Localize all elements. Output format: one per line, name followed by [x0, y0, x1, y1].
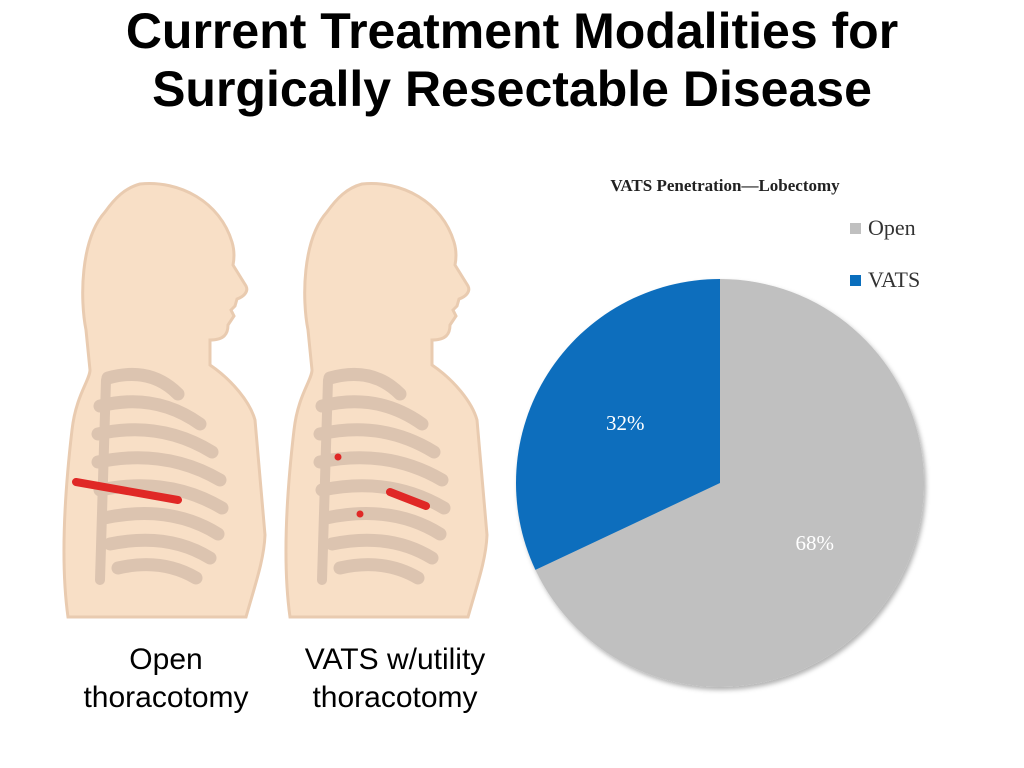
chart-title: VATS Penetration—Lobectomy	[610, 176, 840, 195]
pie-labels: 68% 32%	[606, 411, 834, 555]
pie-slice-open	[535, 279, 924, 688]
chart-legend: Open VATS	[850, 215, 920, 292]
pie	[516, 279, 924, 688]
rib-cage	[91, 367, 229, 585]
legend-label-open: Open	[868, 215, 916, 240]
spine	[317, 375, 333, 585]
open-thoracotomy-incision	[72, 478, 182, 504]
pie-slice-vats	[516, 279, 720, 570]
vats-penetration-pie-chart: VATS Penetration—Lobectomy 68% 32% Open VA…	[516, 176, 924, 688]
data-label-open: 68%	[795, 531, 834, 555]
vats-utility-incision	[386, 488, 430, 510]
torso-open-thoracotomy-icon	[62, 182, 267, 619]
torso-vats-port-incisions-icon	[284, 182, 489, 619]
vats-caption: VATS w/utility thoracotomy	[275, 641, 515, 717]
caption-vats-line-1: VATS w/utility	[304, 643, 486, 676]
rib-cage	[313, 367, 451, 585]
caption-open-line-1: Open	[129, 643, 203, 676]
caption-vats-line-2: thoracotomy	[312, 681, 478, 714]
vats-figure	[272, 180, 502, 620]
legend-swatch-open	[850, 223, 861, 234]
slide-title-line-1: Current Treatment Modalities for	[125, 3, 899, 59]
slide-title-line-2: Surgically Resectable Disease	[152, 61, 872, 117]
vats-port-incision-lower	[356, 510, 364, 518]
open-thoracotomy-figure	[50, 180, 280, 620]
data-label-vats: 32%	[606, 411, 645, 435]
open-thoracotomy-caption: Open thoracotomy	[46, 641, 286, 717]
legend-label-vats: VATS	[868, 267, 920, 292]
vats-port-incision-upper	[334, 453, 342, 461]
legend-swatch-vats	[850, 275, 861, 286]
caption-open-line-2: thoracotomy	[83, 681, 249, 714]
slide-title: Current Treatment Modalities for Surgica…	[0, 2, 1024, 118]
spine	[95, 375, 111, 585]
